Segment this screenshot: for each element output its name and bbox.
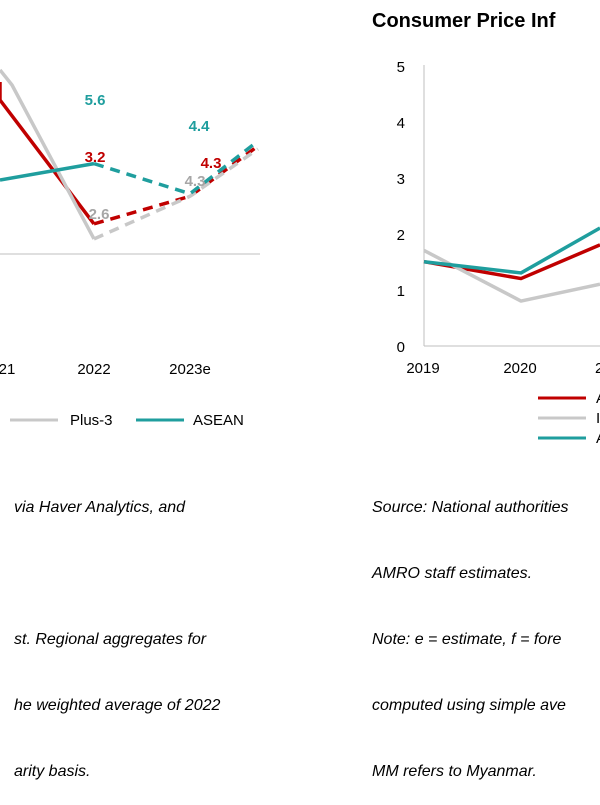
right-y-tick-label: 2: [397, 227, 405, 244]
note-line: AMRO staff estimates.: [372, 565, 533, 582]
left-legend: Plus-3 ASEAN: [10, 412, 244, 429]
right-x-tick-label: 2019: [406, 360, 439, 377]
note-line: [14, 563, 220, 585]
note-line: via Haver Analytics, and: [14, 499, 186, 516]
left-data-label: 5.6: [85, 92, 106, 109]
legend-label-asean: ASEAN: [193, 412, 244, 429]
left-series-forecast-line: [93, 139, 260, 196]
note-line: MM refers to Myanmar.: [372, 763, 537, 780]
legend-label-plus3: Plus-3: [70, 412, 113, 429]
right-y-tick-label: 1: [397, 283, 405, 300]
legend-label: A: [596, 390, 600, 407]
note-line: arity basis.: [14, 763, 91, 780]
left-x-tick-label: 2022: [77, 361, 110, 378]
left-chart: 21 2022 2023e 5.6 3.2 2.6 4.4 4.3 4.3 Pl…: [0, 68, 260, 429]
left-series-line: [0, 68, 96, 240]
right-y-tick-label: 5: [397, 59, 405, 76]
left-x-tick-label: 2023e: [169, 361, 211, 378]
left-data-label: 4.4: [189, 118, 211, 135]
right-y-tick-label: 0: [397, 339, 405, 356]
legend-label: I: [596, 410, 600, 427]
right-source-note: Source: National authorities AMRO staff …: [372, 453, 569, 805]
left-data-label: 3.2: [85, 149, 106, 166]
right-series-line: [423, 226, 600, 275]
right-series-line: [423, 248, 600, 303]
right-chart: Consumer Price Inf 0 1 2 3 4 5 2019 2020…: [372, 10, 600, 447]
legend-label: A: [596, 430, 600, 447]
note-line: Source: National authorities: [372, 499, 569, 516]
chart-canvas: 21 2022 2023e 5.6 3.2 2.6 4.4 4.3 4.3 Pl…: [0, 10, 600, 447]
right-x-tick-label: 2: [595, 360, 600, 377]
right-legend: A I A: [538, 390, 600, 447]
right-chart-title: Consumer Price Inf: [372, 10, 556, 32]
note-line: Note: e = estimate, f = fore: [372, 631, 562, 648]
note-line: computed using simple ave: [372, 697, 566, 714]
left-source-note: via Haver Analytics, and st. Regional ag…: [14, 453, 220, 805]
note-line: st. Regional aggregates for: [14, 631, 207, 648]
right-x-tick-label: 2020: [503, 360, 536, 377]
left-data-label: 4.3: [185, 173, 206, 190]
left-series-line: [0, 161, 95, 182]
left-data-label: 4.3: [201, 155, 222, 172]
left-series-forecast-line: [93, 147, 259, 241]
note-line: he weighted average of 2022: [14, 697, 221, 714]
left-x-tick-label: 21: [0, 361, 15, 378]
left-data-label: 2.6: [89, 206, 110, 223]
right-y-tick-label: 4: [397, 115, 405, 132]
left-series-forecast-line: [93, 144, 260, 226]
right-y-tick-label: 3: [397, 171, 405, 188]
